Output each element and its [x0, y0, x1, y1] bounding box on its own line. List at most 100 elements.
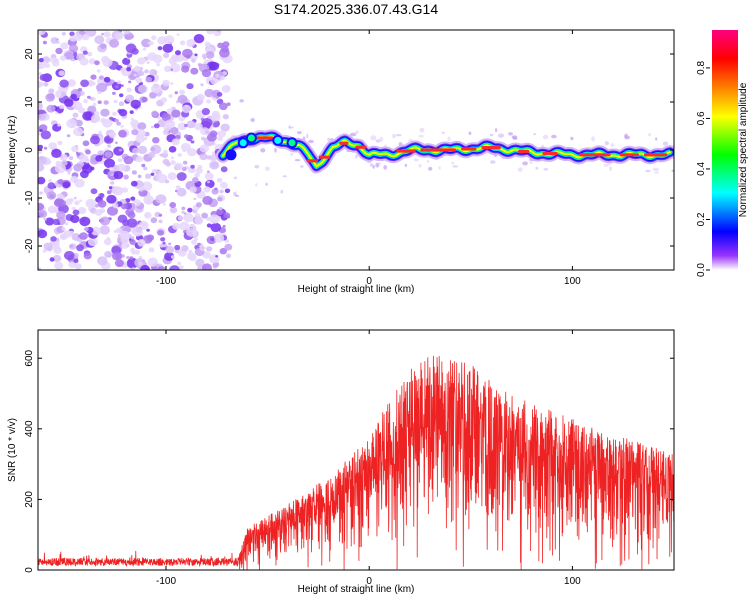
- noise-blob: [224, 243, 233, 251]
- noise-blob: [120, 236, 130, 244]
- noise-blob: [112, 111, 117, 116]
- noise-blob: [152, 54, 163, 64]
- noise-blob: [176, 33, 180, 36]
- noise-blob: [141, 163, 146, 168]
- noise-blob: [90, 74, 97, 80]
- noise-blob: [43, 82, 49, 87]
- noise-blob: [96, 82, 108, 93]
- noise-blob: [189, 186, 197, 193]
- ridge-blob: [272, 134, 284, 146]
- noise-blob: [126, 218, 138, 228]
- noise-blob: [610, 143, 615, 147]
- noise-blob: [212, 151, 216, 155]
- noise-blob: [130, 196, 136, 201]
- noise-blob: [201, 118, 213, 128]
- noise-blob: [508, 132, 513, 136]
- noise-blob: [404, 163, 408, 167]
- noise-blob: [117, 214, 128, 223]
- noise-blob: [171, 255, 175, 259]
- noise-blob: [179, 40, 186, 46]
- noise-blob: [47, 182, 56, 190]
- noise-blob: [95, 155, 103, 162]
- x-tick-label: 100: [564, 276, 581, 287]
- noise-blob: [131, 170, 137, 175]
- noise-blob: [164, 179, 170, 184]
- spectrogram-ylabel: Frequency (Hz): [7, 116, 18, 185]
- noise-blob: [107, 144, 112, 148]
- noise-blob: [209, 254, 220, 264]
- noise-blob: [396, 134, 402, 137]
- noise-blob: [103, 100, 109, 105]
- noise-blob: [225, 253, 232, 259]
- noise-blob: [75, 151, 79, 155]
- noise-blob: [128, 80, 132, 84]
- noise-blob: [217, 130, 227, 138]
- noise-blob: [214, 187, 218, 191]
- noise-blob: [168, 242, 172, 246]
- noise-blob: [206, 246, 213, 252]
- noise-blob: [109, 39, 120, 48]
- noise-blob: [182, 48, 193, 58]
- noise-blob: [107, 206, 118, 216]
- noise-blob: [191, 138, 195, 141]
- noise-blob: [79, 232, 88, 240]
- noise-blob: [497, 133, 505, 138]
- noise-blob: [157, 266, 166, 270]
- colorbar: 0.0 0.2 0.4 0.6 0.8 Normalized spectral ampl…: [696, 30, 749, 277]
- y-tick-label: -20: [24, 238, 35, 253]
- noise-blob: [115, 203, 119, 207]
- noise-blob: [92, 102, 97, 107]
- chart-title: S174.2025.336.07.43.G14: [274, 1, 438, 17]
- noise-blob: [468, 131, 472, 135]
- noise-blob: [65, 198, 73, 206]
- noise-blob: [226, 102, 231, 106]
- noise-blob: [181, 210, 185, 214]
- noise-blob: [114, 118, 120, 123]
- noise-blob: [306, 133, 309, 139]
- noise-blob: [186, 39, 196, 47]
- noise-blob: [122, 57, 131, 65]
- noise-blob: [624, 135, 631, 140]
- noise-blob: [149, 41, 154, 45]
- noise-blob: [418, 163, 422, 168]
- noise-blob: [146, 234, 155, 241]
- noise-blob: [131, 267, 136, 270]
- noise-blob: [135, 77, 143, 84]
- noise-blob: [121, 254, 125, 258]
- noise-blob: [145, 76, 153, 83]
- noise-blob: [103, 31, 111, 38]
- noise-blob: [203, 56, 206, 60]
- noise-blob: [71, 145, 79, 153]
- noise-blob: [163, 203, 166, 206]
- noise-blob: [120, 84, 124, 87]
- colorbar-tick-label: 0.4: [696, 162, 707, 176]
- noise-blob: [117, 158, 123, 163]
- noise-blob: [156, 63, 161, 67]
- noise-blob: [143, 166, 148, 171]
- noise-blob: [280, 189, 284, 194]
- noise-blob: [83, 99, 88, 104]
- noise-blob: [44, 146, 48, 150]
- noise-blob: [174, 162, 183, 171]
- noise-blob: [77, 206, 87, 215]
- noise-blob: [58, 104, 65, 110]
- noise-blob: [96, 69, 101, 73]
- noise-blob: [62, 181, 71, 188]
- noise-blob: [184, 123, 188, 128]
- noise-blob: [182, 149, 186, 153]
- noise-blob: [60, 42, 69, 50]
- noise-blob: [82, 111, 93, 121]
- noise-blob: [189, 254, 197, 262]
- noise-blob: [59, 232, 68, 241]
- noise-blob: [184, 134, 189, 139]
- noise-blob: [72, 112, 79, 118]
- noise-blob: [210, 77, 218, 85]
- ridge-blob: [225, 149, 237, 161]
- noise-blob: [130, 236, 135, 240]
- noise-blob: [177, 51, 181, 54]
- noise-blob: [43, 217, 47, 221]
- noise-blob: [202, 195, 213, 205]
- noise-blob: [655, 137, 658, 141]
- noise-blob: [173, 55, 180, 61]
- noise-blob: [113, 146, 124, 156]
